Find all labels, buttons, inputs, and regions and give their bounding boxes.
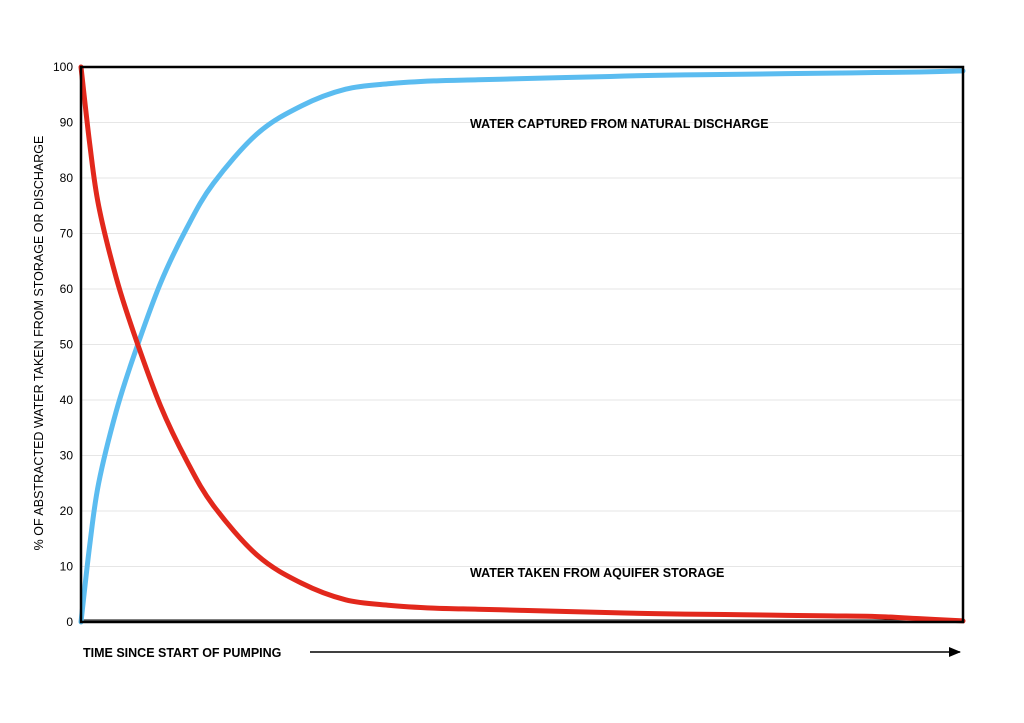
x-axis-label: TIME SINCE START OF PUMPING bbox=[83, 646, 281, 660]
y-axis-label: % OF ABSTRACTED WATER TAKEN FROM STORAGE… bbox=[32, 136, 46, 551]
y-tick-label: 30 bbox=[60, 449, 74, 463]
y-tick-label: 20 bbox=[60, 504, 74, 518]
y-tick-label: 0 bbox=[66, 615, 73, 629]
plot-frame bbox=[79, 65, 965, 624]
gridlines bbox=[81, 122, 963, 621]
y-tick-label: 90 bbox=[60, 116, 74, 130]
discharge-series-line bbox=[78, 68, 966, 625]
y-tick-label: 10 bbox=[60, 560, 74, 574]
y-tick-label: 50 bbox=[60, 338, 74, 352]
y-tick-label: 40 bbox=[60, 393, 74, 407]
y-axis-ticks: 0 10 20 30 40 50 60 70 80 90 100 bbox=[53, 60, 73, 629]
y-tick-label: 60 bbox=[60, 282, 74, 296]
y-tick-label: 100 bbox=[53, 60, 73, 74]
storage-series-line bbox=[78, 64, 966, 624]
y-tick-label: 70 bbox=[60, 227, 74, 241]
annotation-storage: WATER TAKEN FROM AQUIFER STORAGE bbox=[470, 566, 724, 580]
annotation-discharge: WATER CAPTURED FROM NATURAL DISCHARGE bbox=[470, 117, 769, 131]
series-lines bbox=[78, 64, 966, 625]
y-tick-label: 80 bbox=[60, 171, 74, 185]
